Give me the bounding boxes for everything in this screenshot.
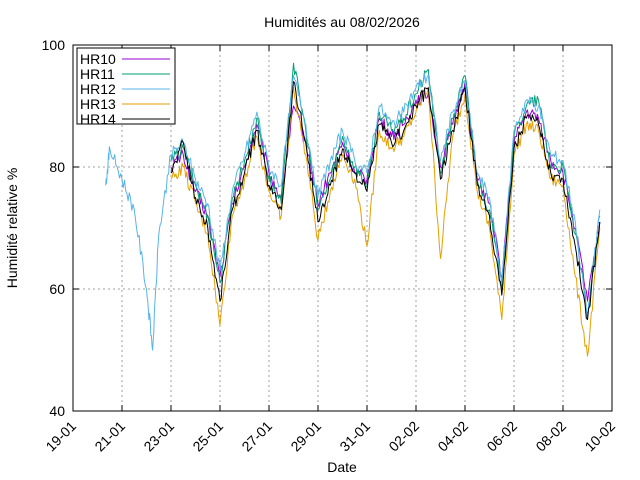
x-tick-label: 29-01 xyxy=(287,418,324,455)
x-tick-label: 31-01 xyxy=(336,418,373,455)
legend-label: HR12 xyxy=(80,81,116,97)
legend-label: HR10 xyxy=(80,51,116,67)
legend-label: HR13 xyxy=(80,96,116,112)
legend-box xyxy=(76,47,176,125)
x-tick-label: 25-01 xyxy=(189,418,226,455)
series-line-hr12 xyxy=(105,73,601,351)
chart-title: Humidités au 08/02/2026 xyxy=(264,14,420,30)
series-line-hr14 xyxy=(170,81,601,320)
series-layer xyxy=(105,62,601,357)
y-tick-label: 100 xyxy=(42,37,66,53)
y-axis-label: Humidité relative % xyxy=(4,168,20,289)
y-ticks: 40 60 80 100 xyxy=(42,37,612,419)
x-tick-label: 02-02 xyxy=(385,418,422,455)
legend-label: HR11 xyxy=(80,66,115,82)
x-tick-label: 04-02 xyxy=(434,418,471,455)
x-tick-label: 08-02 xyxy=(532,418,569,455)
legend-label: HR14 xyxy=(80,111,116,127)
series-line-hr13 xyxy=(170,87,601,357)
x-tick-label: 23-01 xyxy=(140,418,177,455)
x-tick-label: 10-02 xyxy=(581,418,618,455)
x-tick-label: 27-01 xyxy=(238,418,275,455)
y-tick-label: 80 xyxy=(49,159,65,175)
x-axis-label: Date xyxy=(327,459,357,475)
y-tick-label: 40 xyxy=(49,403,65,419)
plot-frame xyxy=(72,44,613,412)
x-tick-label: 19-01 xyxy=(42,418,79,455)
x-tick-label: 06-02 xyxy=(483,418,520,455)
y-tick-label: 60 xyxy=(49,281,65,297)
x-tick-label: 21-01 xyxy=(91,418,128,455)
